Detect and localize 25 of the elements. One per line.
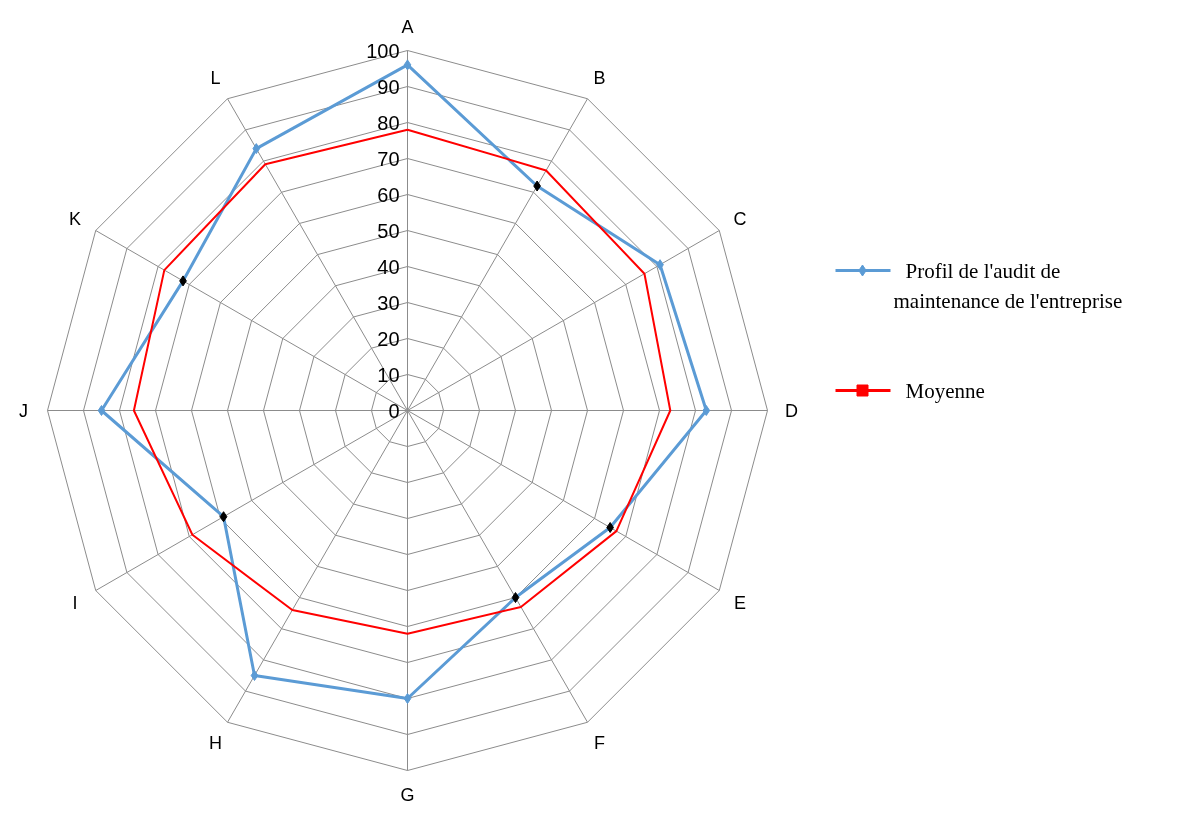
spoke-label: J (19, 400, 28, 421)
spoke-label: F (594, 733, 605, 754)
y-tick-label: 90 (377, 75, 400, 98)
spoke-label: D (785, 400, 798, 421)
spoke-label: G (400, 784, 415, 805)
y-tick-label: 10 (377, 363, 400, 386)
spoke-label: L (210, 67, 221, 88)
y-tick-label: 0 (388, 399, 400, 422)
y-tick-label: 40 (377, 255, 400, 278)
spoke-label: K (68, 208, 81, 229)
legend-label: Profil de l'audit de maintenance de l'entreprise (893, 258, 1123, 313)
spoke-label: E (734, 592, 747, 613)
y-tick-label: 70 (377, 147, 400, 170)
y-tick-label: 30 (377, 291, 400, 314)
spoke-label: I (72, 592, 78, 613)
spoke-label: H (209, 733, 222, 754)
y-tick-label: 50 (377, 219, 400, 242)
y-tick-label: 20 (377, 327, 400, 350)
legend-label: Moyenne (905, 378, 985, 403)
y-tick-label: 100 (366, 39, 400, 62)
y-tick-label: 80 (377, 111, 400, 134)
spoke-label: B (593, 67, 606, 88)
y-tick-label: 60 (377, 183, 400, 206)
spoke-label: C (733, 208, 747, 229)
spoke-label: A (401, 16, 414, 37)
